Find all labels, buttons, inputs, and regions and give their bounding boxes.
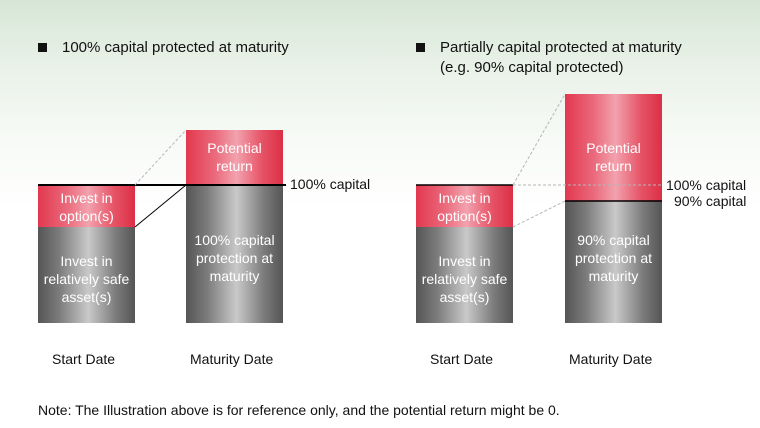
right-dashed-connector-top: [512, 93, 566, 186]
right-maturity-date-label: Maturity Date: [569, 351, 653, 367]
right-heading-line2: (e.g. 90% capital protected): [440, 59, 624, 76]
right-heading-bullet: [416, 43, 425, 52]
right-maturity-return-segment: Potential return: [565, 94, 662, 201]
left-start-option-segment: Invest in option(s): [38, 185, 135, 227]
left-dashed-connector-top: [134, 129, 187, 186]
left-heading-bullet: [38, 43, 47, 52]
left-heading: 100% capital protected at maturity: [62, 39, 289, 56]
left-maturity-date-label: Maturity Date: [190, 351, 274, 367]
right-maturity-capital-label: 90% capital protection at maturity: [574, 232, 653, 284]
right-start-date-label: Start Date: [430, 351, 494, 367]
left-start-safe-label: Invest in relatively safe asset(s): [43, 253, 130, 305]
left-maturity-return-segment: Potential return: [186, 130, 283, 185]
right-start-safe-segment: Invest in relatively safe asset(s): [416, 227, 513, 323]
right-dashed-connector-bottom: [512, 200, 566, 228]
left-solid-connector: [134, 184, 187, 228]
left-start-date-label: Start Date: [52, 351, 116, 367]
left-maturity-return-label: Potential return: [207, 140, 262, 174]
left-capital-100-label: 100% capital: [290, 176, 371, 192]
right-capital-100-label: 100% capital: [666, 177, 747, 193]
right-start-option-label: Invest in option(s): [437, 190, 492, 224]
right-start-option-segment: Invest in option(s): [416, 185, 513, 227]
left-maturity-capital-segment: 100% capital protection at maturity: [186, 185, 283, 323]
right-capital-90-label: 90% capital: [674, 193, 747, 209]
right-maturity-return-label: Potential return: [586, 140, 641, 174]
footnote: Note: The Illustration above is for refe…: [38, 402, 560, 418]
left-start-safe-segment: Invest in relatively safe asset(s): [38, 227, 135, 323]
right-start-safe-label: Invest in relatively safe asset(s): [421, 253, 508, 305]
right-maturity-capital-segment: 90% capital protection at maturity: [565, 201, 662, 323]
right-heading-line1: Partially capital protected at maturity: [440, 39, 682, 56]
left-maturity-capital-label: 100% capital protection at maturity: [194, 232, 275, 284]
left-start-option-label: Invest in option(s): [59, 190, 114, 224]
